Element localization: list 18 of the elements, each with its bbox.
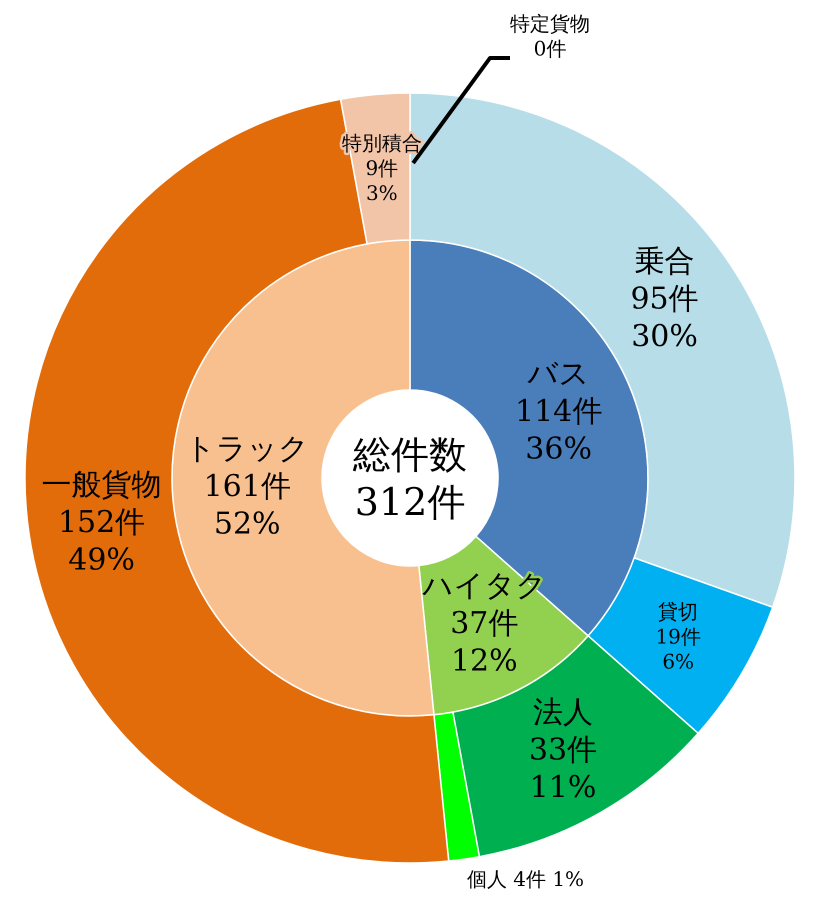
data-label: 33件 11% (528, 732, 598, 804)
data-label: 19件 6% (655, 624, 701, 674)
text: 総件数 312件 (352, 432, 467, 524)
slice-label: 法人 (533, 694, 594, 730)
data-label: 161件 52% (204, 468, 291, 542)
slice-label: 貸切 (658, 599, 698, 624)
data-label: 152件 49% (58, 504, 146, 577)
slice-label: 乗合 (634, 243, 695, 278)
slice-label: 個人 4件 1% (466, 866, 584, 891)
category-label: 特定貨物 (510, 12, 590, 36)
data-label: 9件 3% (365, 156, 398, 205)
slice-label: バス (526, 356, 590, 392)
data-label: 37件 12% (450, 606, 518, 678)
text: 0件 (534, 36, 566, 60)
slice-label: 一般貨物 (42, 466, 162, 502)
slice-label: トラック (185, 431, 310, 466)
data-label: 114件 36% (515, 394, 602, 466)
data-label: 95件 30% (630, 280, 699, 354)
